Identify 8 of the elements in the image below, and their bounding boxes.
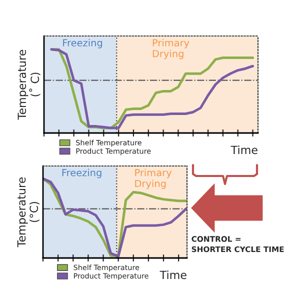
y-axis-title: Temperature (°C) [17,177,40,248]
y-axis-title: Temperature (˚ C) [18,50,40,120]
annotation: Primary Drying [135,168,172,190]
text: Freezing [62,168,102,178]
x-axis-title: Time [230,146,258,154]
x-axis-title: Time [160,270,186,280]
annotation: Primary Drying [152,38,190,60]
text: Freezing [63,38,102,48]
